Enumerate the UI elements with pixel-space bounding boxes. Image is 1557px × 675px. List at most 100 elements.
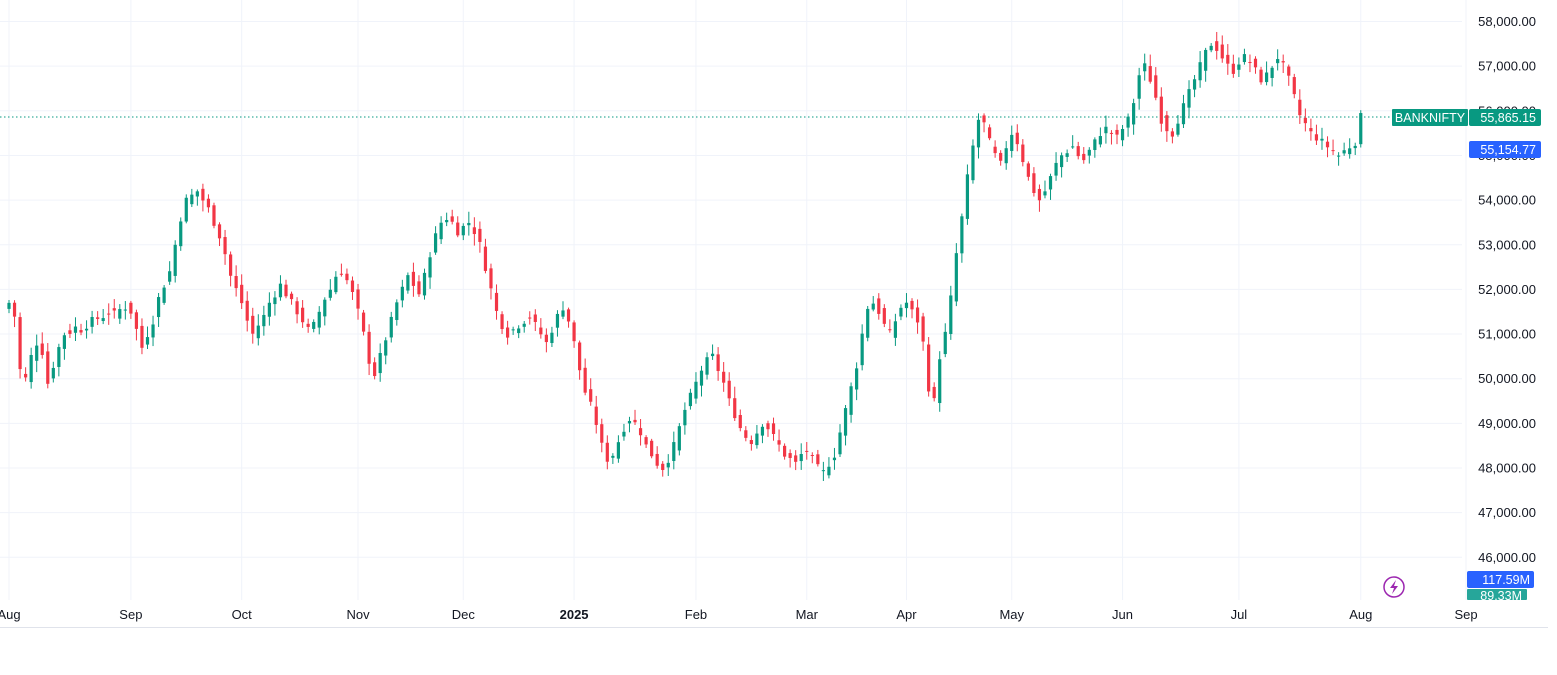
- candle-body: [289, 293, 294, 300]
- candle: [1220, 35, 1224, 63]
- candle-body: [472, 227, 476, 235]
- time-tick-label: Nov: [346, 607, 370, 622]
- candle: [821, 461, 825, 481]
- candle: [90, 310, 94, 334]
- candle-body: [1298, 99, 1302, 116]
- candle: [605, 435, 609, 470]
- candle: [278, 275, 283, 301]
- candle-body: [1314, 134, 1319, 141]
- candle: [18, 312, 22, 379]
- candle-body: [433, 233, 438, 253]
- candle: [1331, 139, 1335, 156]
- price-tick-label: 46,000.00: [1478, 550, 1536, 565]
- candle-body: [699, 370, 704, 386]
- candle-body: [1126, 116, 1130, 128]
- candle: [262, 305, 266, 336]
- candle-body: [893, 321, 897, 338]
- candle-body: [323, 299, 327, 317]
- candle: [433, 226, 438, 255]
- candle-body: [1353, 145, 1357, 149]
- candle-body: [156, 297, 161, 318]
- candle-body: [1303, 117, 1307, 124]
- candle-body: [234, 276, 238, 289]
- candle-body: [622, 431, 626, 437]
- candle-body: [517, 328, 521, 334]
- candle: [904, 293, 909, 318]
- symbol-badge[interactable]: BANKNIFTY: [1392, 109, 1468, 126]
- candle: [849, 382, 853, 423]
- candle-body: [805, 450, 809, 452]
- candle-body: [716, 354, 720, 372]
- candle-body: [999, 152, 1003, 161]
- candle: [450, 209, 454, 225]
- candle-body: [783, 445, 787, 457]
- candle: [1342, 142, 1346, 156]
- symbol-badge-label: BANKNIFTY: [1395, 111, 1466, 125]
- candle: [760, 424, 765, 444]
- candle: [1076, 141, 1080, 160]
- candle-body: [633, 419, 637, 423]
- candle-body: [173, 244, 177, 276]
- candle-body: [345, 273, 349, 281]
- candle-body: [1032, 173, 1036, 194]
- candle-body: [151, 324, 155, 338]
- candle-body: [1181, 103, 1186, 125]
- candle-body: [1231, 63, 1235, 74]
- candle-body: [522, 323, 526, 327]
- candle: [184, 194, 188, 224]
- candle: [12, 300, 17, 328]
- candle: [301, 300, 305, 328]
- bottom-divider: [0, 627, 1548, 628]
- candle: [976, 113, 981, 159]
- candle: [1320, 127, 1324, 150]
- candle: [1170, 128, 1174, 144]
- candle-body: [1093, 139, 1097, 150]
- candle-body: [46, 351, 50, 384]
- candle: [771, 417, 776, 441]
- candle: [400, 279, 404, 308]
- candle-body: [589, 389, 593, 402]
- candle-body: [201, 188, 205, 201]
- candle: [650, 438, 654, 459]
- candle-body: [273, 297, 277, 305]
- candle: [1253, 56, 1258, 74]
- candle: [1071, 135, 1075, 149]
- candle-body: [744, 430, 748, 438]
- candle: [1264, 61, 1269, 86]
- lightning-icon[interactable]: [1383, 576, 1405, 598]
- candle-body: [7, 302, 11, 309]
- candle: [217, 222, 222, 247]
- candle: [1126, 113, 1130, 137]
- candle: [1154, 67, 1158, 101]
- candle: [672, 431, 676, 470]
- candle: [500, 311, 504, 335]
- candle-body: [73, 326, 78, 333]
- candle: [1109, 130, 1114, 145]
- candle: [1204, 47, 1208, 82]
- candle-body: [217, 224, 222, 239]
- time-tick-label: 2025: [560, 607, 589, 622]
- candle-body: [494, 292, 499, 311]
- last-price-label: 55,865.15: [1480, 111, 1536, 125]
- candle-body: [954, 253, 958, 302]
- candle: [1104, 115, 1108, 144]
- candle: [328, 279, 332, 301]
- candle-body: [29, 354, 33, 383]
- candle: [1165, 111, 1169, 142]
- volume-label-secondary: 89.33M: [1480, 589, 1522, 603]
- candle: [1309, 118, 1313, 141]
- time-tick-label: Jul: [1231, 607, 1248, 622]
- candle-body: [1043, 191, 1047, 196]
- candle-body: [899, 307, 903, 317]
- candle: [777, 429, 781, 452]
- candle-body: [422, 272, 427, 296]
- candle-body: [710, 353, 715, 357]
- candle: [622, 423, 626, 441]
- candle-body: [1159, 96, 1163, 124]
- candle: [1082, 147, 1086, 164]
- candle: [716, 347, 720, 381]
- candle-body: [1143, 63, 1147, 72]
- candle: [655, 446, 659, 469]
- candle-body: [162, 287, 166, 303]
